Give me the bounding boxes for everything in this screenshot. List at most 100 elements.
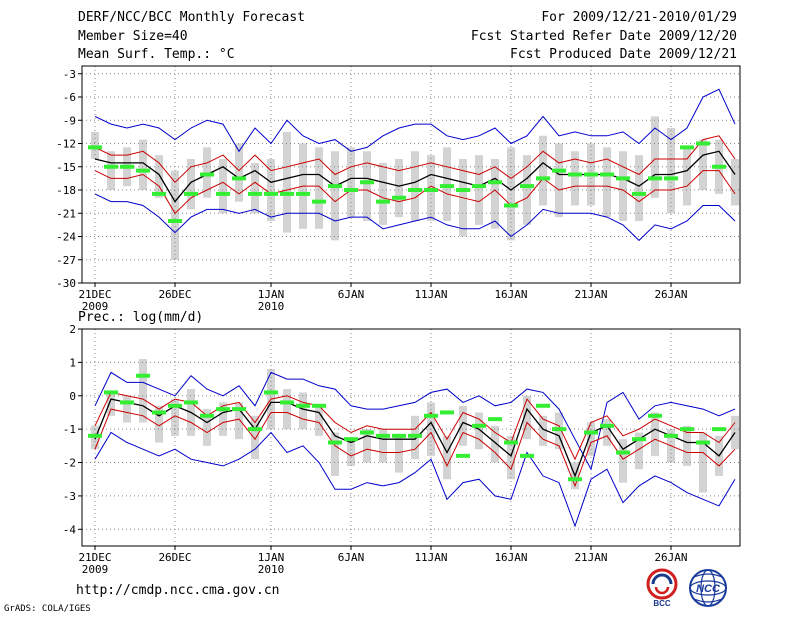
temp-observed-marker — [536, 176, 550, 181]
precip-spread-box — [107, 392, 115, 416]
temp-observed-marker — [344, 188, 358, 192]
temp-observed-marker — [456, 188, 470, 192]
temp-xtick-label: 6JAN — [338, 288, 365, 301]
precip-observed-marker — [472, 423, 486, 428]
precip-observed-marker — [248, 427, 262, 432]
precip-spread-box — [459, 405, 467, 446]
temp-observed-marker — [488, 180, 502, 185]
precip-spread-box — [523, 395, 531, 440]
precip-spread-box — [123, 395, 131, 423]
precip-spread-box — [635, 432, 643, 470]
temp-spread-box — [171, 170, 179, 260]
temp-spread-box — [731, 159, 739, 206]
precip-spread-box — [299, 392, 307, 430]
temp-series-lower — [94, 170, 736, 215]
precip-observed-marker — [88, 433, 102, 438]
temp-spread-box — [283, 131, 291, 233]
precip-spread-box — [683, 425, 691, 466]
temp-observed-marker — [392, 195, 406, 200]
precip-observed-marker — [680, 427, 694, 432]
source-url[interactable]: http://cmdp.ncc.cma.gov.cn — [76, 583, 280, 598]
temp-spread-box — [235, 143, 243, 202]
precip-observed-marker — [408, 433, 422, 438]
temp-observed-marker — [440, 184, 454, 189]
temp-xtick-label: 26JAN — [654, 288, 687, 301]
precip-spread-box — [235, 402, 243, 440]
temp-observed-marker — [152, 191, 166, 196]
precip-ytick-label: -2 — [63, 457, 76, 470]
temp-xtick-label: 16JAN — [494, 288, 527, 301]
precip-xtick-label: 26DEC — [158, 551, 191, 564]
precip-observed-marker — [104, 390, 118, 395]
temp-ytick-label: -12 — [56, 138, 76, 151]
precip-ytick-label: 1 — [69, 356, 76, 369]
precip-spread-box — [379, 429, 387, 463]
precip-observed-marker — [184, 400, 198, 405]
precip-spread-box — [219, 402, 227, 436]
precip-observed-marker — [456, 453, 470, 458]
temp-observed-marker — [296, 191, 310, 196]
temp-observed-marker — [104, 164, 118, 169]
variable-label: Mean Surf. Temp.: °C — [78, 47, 235, 62]
precip-series-mean — [94, 398, 736, 478]
precip-observed-marker — [664, 433, 678, 438]
temp-observed-marker — [520, 184, 534, 189]
precip-xtick-label: 16JAN — [494, 551, 527, 564]
precip-spread-box — [587, 422, 595, 456]
precip-spread-box — [475, 412, 483, 450]
precip-xtick-label: 21JAN — [574, 551, 607, 564]
precip-xtick-label: 1JAN — [258, 551, 285, 564]
temp-series-mean — [94, 150, 736, 203]
temp-observed-marker — [232, 176, 246, 181]
precip-spread-box — [347, 439, 355, 466]
precip-spread-box — [731, 415, 739, 450]
precip-spread-box — [283, 389, 291, 430]
temp-observed-marker — [408, 188, 422, 192]
temp-ytick-label: -18 — [56, 184, 76, 197]
precip-spread-box — [603, 419, 611, 446]
temp-observed-marker — [600, 172, 614, 177]
temp-observed-marker — [504, 203, 518, 208]
precip-series-max — [94, 371, 736, 471]
bcc-logo: BCC — [646, 568, 678, 608]
temp-series-min — [94, 193, 736, 242]
temp-xtick-year: 2010 — [258, 300, 285, 313]
precip-xtick-label: 26JAN — [654, 551, 687, 564]
temp-spread-box — [379, 162, 387, 225]
temp-observed-marker — [248, 191, 262, 196]
precip-observed-marker — [600, 423, 614, 428]
precip-xtick-label: 6JAN — [338, 551, 365, 564]
forecast-period: For 2009/12/21-2010/01/29 — [541, 10, 737, 25]
temp-ytick-label: -15 — [56, 161, 76, 174]
precip-observed-marker — [200, 413, 214, 418]
temp-ytick-label: -21 — [56, 207, 76, 220]
temp-spread-box — [571, 151, 579, 206]
temp-spread-box — [363, 151, 371, 221]
precip-spread-box — [203, 409, 211, 446]
temp-spread-box — [539, 135, 547, 206]
precip-spread-box — [155, 405, 163, 443]
ncc-logo: NCC — [689, 569, 727, 607]
precip-spread-box — [363, 429, 371, 463]
precip-observed-marker — [120, 400, 134, 405]
temp-spread-box — [155, 155, 163, 198]
temp-observed-marker — [280, 191, 294, 196]
precip-observed-marker — [312, 403, 326, 408]
temp-spread-box — [555, 143, 563, 218]
temp-observed-marker — [328, 184, 342, 189]
temp-xtick-label: 26DEC — [158, 288, 191, 301]
temp-observed-marker — [648, 176, 662, 181]
temp-spread-box — [491, 159, 499, 229]
precip-series-lower — [94, 408, 736, 488]
precip-panel-title: Prec.: log(mm/d) — [78, 310, 204, 325]
precip-spread-box — [139, 359, 147, 423]
temp-spread-box — [315, 147, 323, 229]
precip-observed-marker — [392, 433, 406, 438]
temp-spread-box — [139, 139, 147, 190]
precip-observed-marker — [280, 400, 294, 405]
forecast-start-date: Fcst Started Refer Date 2009/12/20 — [470, 29, 737, 44]
temp-observed-marker — [312, 199, 326, 204]
precip-ytick-label: -1 — [63, 423, 76, 436]
